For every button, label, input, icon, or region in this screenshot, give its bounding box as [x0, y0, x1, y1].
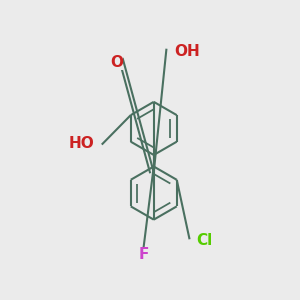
Text: Cl: Cl [196, 233, 213, 248]
Text: F: F [138, 247, 148, 262]
Text: OH: OH [175, 44, 200, 59]
Text: O: O [110, 55, 123, 70]
Text: HO: HO [69, 136, 95, 151]
